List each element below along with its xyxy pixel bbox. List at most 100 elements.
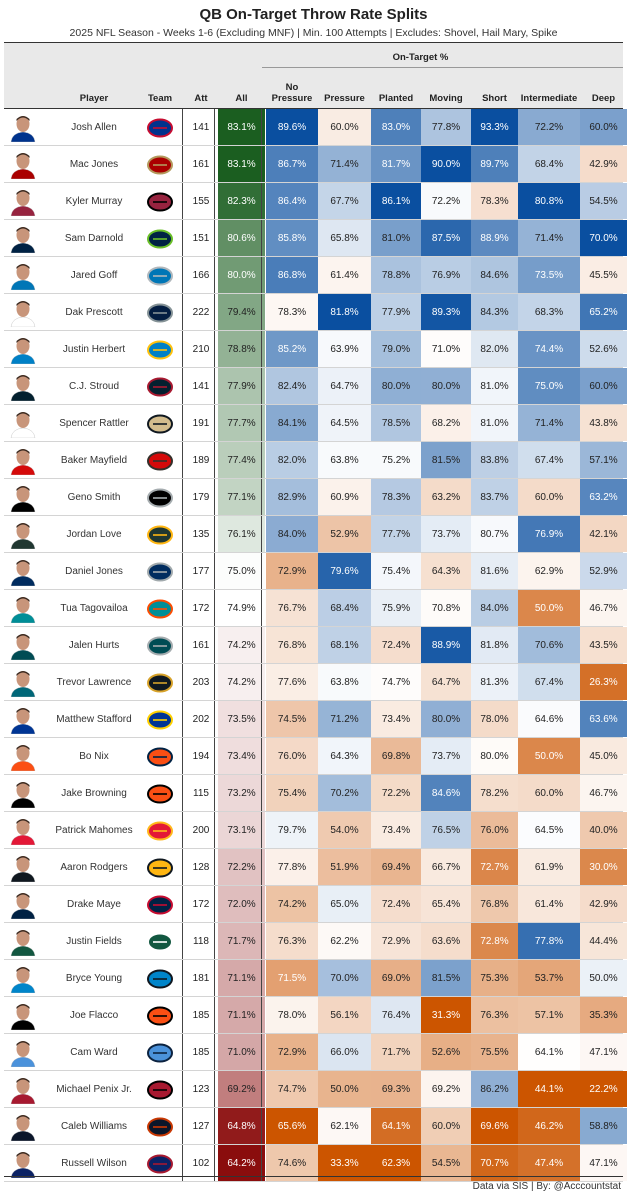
row-separator [4,1107,623,1108]
cell-short: 81.8% [471,627,518,663]
attempts-value: 194 [192,751,210,762]
cell-deep: 50.0% [580,960,627,996]
table-row: C.J. Stroud 141 77.9% 82.4% 64.7% 80.0% 80.0% 8… [4,368,627,405]
cell-all: 72.0% [218,886,265,922]
cell-pressure: 62.2% [318,923,371,959]
cell-pressure: 63.8% [318,664,371,700]
cell-moving: 31.3% [421,997,471,1033]
cell-intermediate: 61.4% [518,886,580,922]
table-row: Drake Maye 172 72.0% 74.2% 65.0% 72.4% 65.4% 76… [4,886,627,923]
cell-planted: 69.0% [371,960,421,996]
player-name: Kyler Murray [65,196,123,207]
cell-moving: 80.0% [421,368,471,404]
cell-planted: 76.4% [371,997,421,1033]
row-separator [4,404,623,405]
cell-all: 77.9% [218,368,265,404]
cell-short: 93.3% [471,109,518,145]
column-divider [261,294,262,331]
row-separator [4,478,623,479]
cell-intermediate: 70.6% [518,627,580,663]
cell-moving: 69.2% [421,1071,471,1107]
column-divider [182,1145,183,1182]
cell-planted: 78.5% [371,405,421,441]
attempts-value: 191 [192,418,210,429]
cell-all: 64.2% [218,1145,265,1181]
cell-planted: 77.9% [371,294,421,330]
column-divider [261,183,262,220]
table-row: Trevor Lawrence 203 74.2% 77.6% 63.8% 74.7% 64… [4,664,627,701]
cell-intermediate: 57.1% [518,997,580,1033]
column-divider [214,257,215,294]
cell-planted: 62.3% [371,1145,421,1181]
cell-planted: 71.7% [371,1034,421,1070]
cell-intermediate: 64.1% [518,1034,580,1070]
column-divider [261,738,262,775]
attempts-value: 123 [192,1084,210,1095]
team-logo-icon [147,562,173,582]
cell-short: 76.8% [471,886,518,922]
column-divider [214,331,215,368]
team-logo-icon [147,414,173,434]
cell-planted: 74.7% [371,664,421,700]
player-name: Baker Mayfield [60,455,128,466]
cell-short: 78.3% [471,183,518,219]
column-divider [182,738,183,775]
cell-pressure: 71.2% [318,701,371,737]
row-separator [4,700,623,701]
table-row: Jalen Hurts 161 74.2% 76.8% 68.1% 72.4% 88.9% 8… [4,627,627,664]
cell-moving: 63.6% [421,923,471,959]
player-headshot-icon [10,1115,36,1141]
attempts-value: 200 [192,825,210,836]
cell-short: 81.0% [471,405,518,441]
column-divider [214,590,215,627]
column-divider [261,146,262,183]
column-divider [261,701,262,738]
team-logo-icon [147,155,173,175]
cell-no-pressure: 72.9% [266,1034,318,1070]
cell-deep: 43.8% [580,405,627,441]
cell-planted: 69.3% [371,1071,421,1107]
cell-all: 64.8% [218,1108,265,1144]
team-logo-icon [147,710,173,730]
col-header-pressure: Pressure [324,93,365,104]
player-name: Tua Tagovailoa [60,603,128,614]
cell-moving: 60.0% [421,1108,471,1144]
row-separator [4,922,623,923]
cell-planted: 72.9% [371,923,421,959]
cell-moving: 81.5% [421,960,471,996]
table-row: Matthew Stafford 202 73.5% 74.5% 71.2% 73.4% 8… [4,701,627,738]
cell-all: 72.2% [218,849,265,885]
cell-moving: 76.5% [421,812,471,848]
cell-moving: 64.3% [421,553,471,589]
col-header-team: Team [147,93,173,104]
cell-short: 84.3% [471,294,518,330]
column-divider [261,1145,262,1182]
column-divider [214,109,215,146]
cell-pressure: 52.9% [318,516,371,552]
cell-deep: 52.6% [580,331,627,367]
cell-short: 83.7% [471,479,518,515]
cell-planted: 78.3% [371,479,421,515]
cell-deep: 22.2% [580,1071,627,1107]
player-name: Joe Flacco [69,1010,119,1021]
cell-moving: 68.2% [421,405,471,441]
player-headshot-icon [10,227,36,253]
cell-intermediate: 71.4% [518,220,580,256]
column-divider [182,997,183,1034]
team-logo-icon [147,451,173,471]
cell-planted: 64.1% [371,1108,421,1144]
player-name: Daniel Jones [65,566,123,577]
table-row: Mac Jones 161 83.1% 86.7% 71.4% 81.7% 90.0% 89.… [4,146,627,183]
cell-no-pressure: 78.3% [266,294,318,330]
attempts-value: 172 [192,899,210,910]
column-divider [214,220,215,257]
attempts-value: 155 [192,196,210,207]
player-headshot-icon [10,486,36,512]
player-headshot-icon [10,1078,36,1104]
cell-planted: 83.0% [371,109,421,145]
attempts-value: 115 [193,788,209,799]
cell-pressure: 60.0% [318,109,371,145]
cell-short: 88.9% [471,220,518,256]
cell-short: 75.5% [471,1034,518,1070]
cell-short: 84.6% [471,257,518,293]
